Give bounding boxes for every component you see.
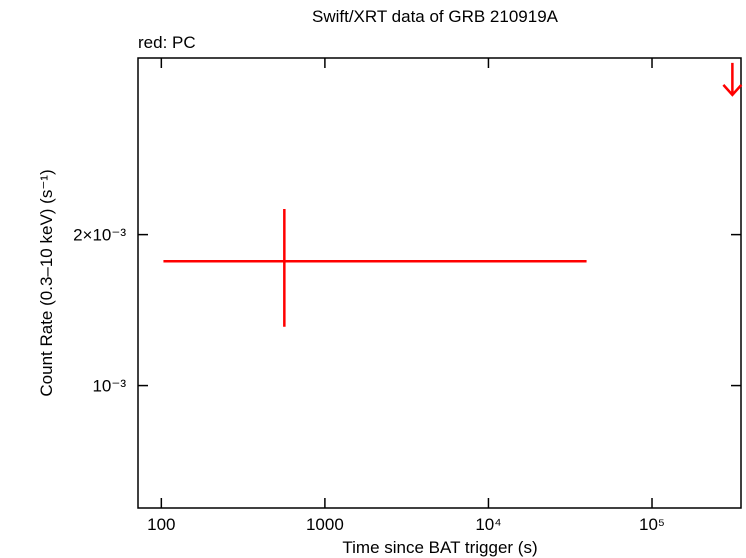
x-tick-label: 10⁴ bbox=[475, 515, 501, 534]
y-tick-label: 10⁻³ bbox=[92, 377, 126, 396]
x-axis-label: Time since BAT trigger (s) bbox=[342, 538, 537, 557]
y-tick-label: 2×10⁻³ bbox=[73, 226, 126, 245]
upper-limit bbox=[722, 62, 743, 97]
chart-title: Swift/XRT data of GRB 210919A bbox=[312, 7, 559, 26]
x-tick-label: 1000 bbox=[306, 515, 344, 534]
plot-frame bbox=[137, 57, 742, 509]
subtitle: red: PC bbox=[138, 33, 196, 52]
y-axis-label: Count Rate (0.3–10 keV) (s⁻¹) bbox=[37, 169, 56, 396]
x-tick-label: 100 bbox=[147, 515, 175, 534]
x-tick-label: 10⁵ bbox=[639, 515, 665, 534]
